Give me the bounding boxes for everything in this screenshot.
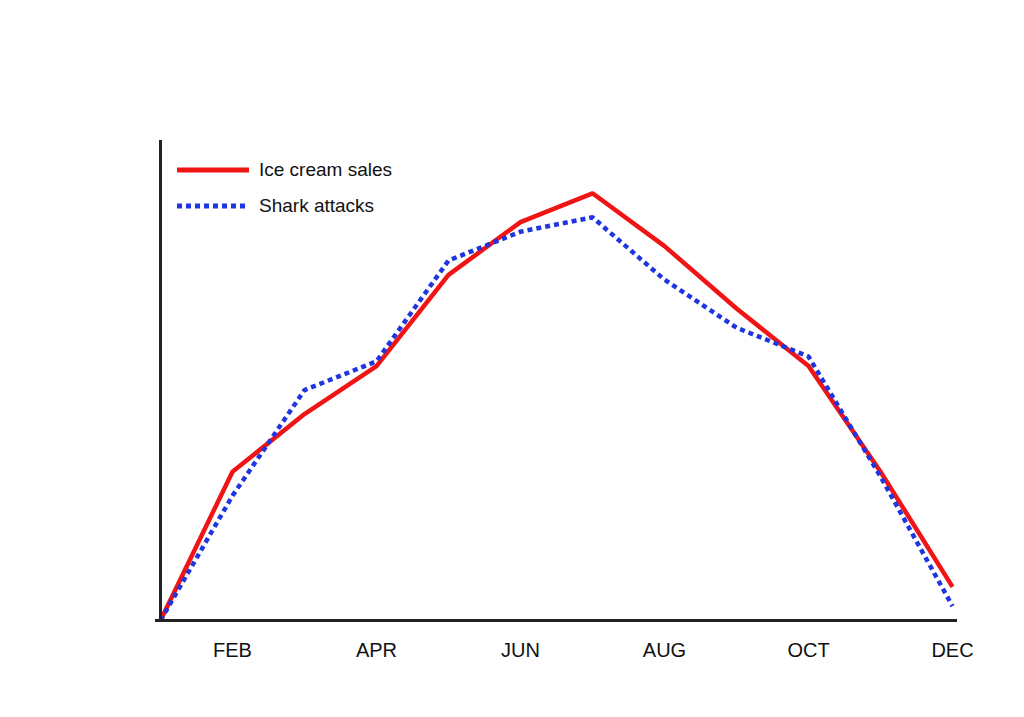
svg-text:OCT: OCT [787, 639, 829, 661]
svg-text:AUG: AUG [643, 639, 686, 661]
html-text:Ice cream sales: Ice cream sales [259, 159, 392, 180]
svg-text:APR: APR [356, 639, 397, 661]
svg-text:FEB: FEB [213, 639, 252, 661]
html-text:Shark attacks: Shark attacks [259, 195, 375, 216]
svg-text:JUN: JUN [501, 639, 540, 661]
svg-text:DEC: DEC [931, 639, 973, 661]
